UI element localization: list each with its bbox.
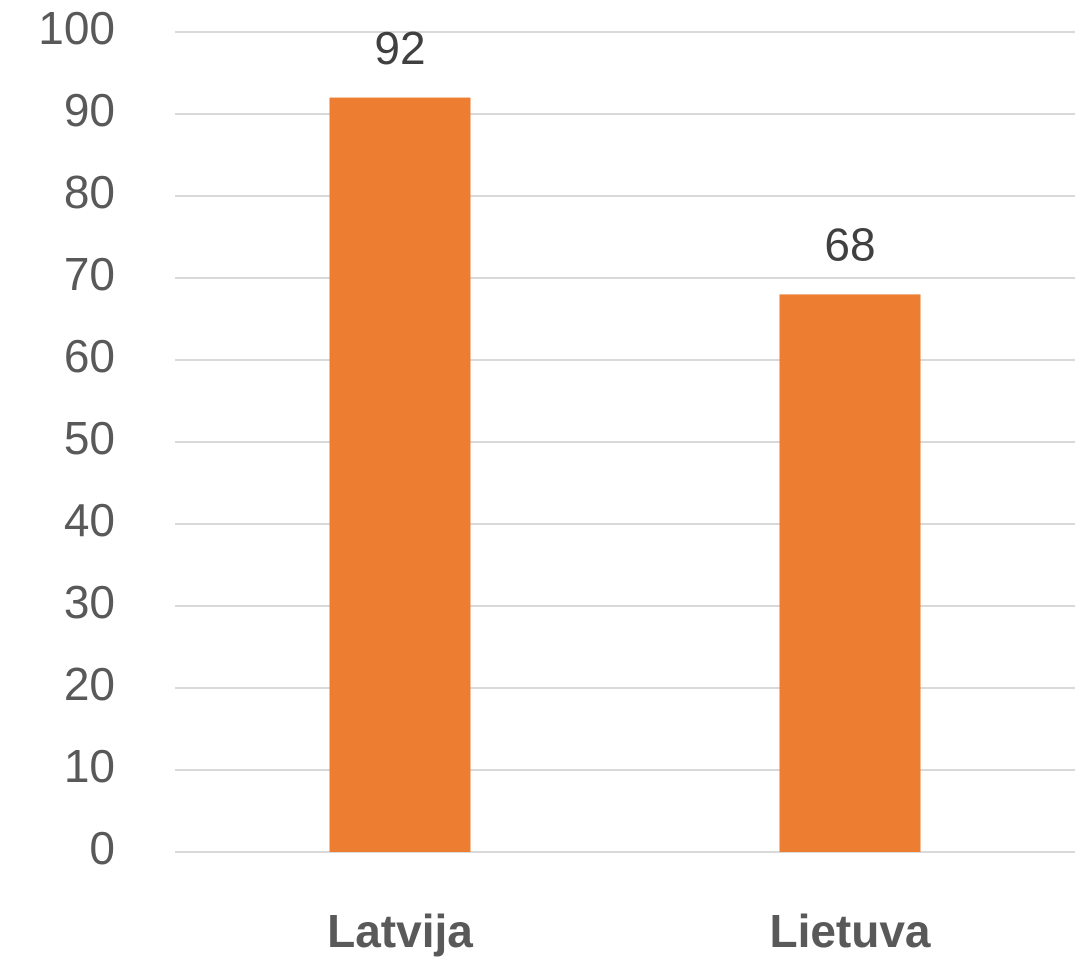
y-tick-label: 10 — [64, 740, 115, 792]
x-tick-label: Lietuva — [769, 905, 930, 957]
bar — [329, 97, 471, 853]
x-tick-label: Latvija — [327, 905, 473, 957]
y-tick-label: 40 — [64, 494, 115, 546]
y-tick-label: 90 — [64, 84, 115, 136]
y-tick-label: 70 — [64, 248, 115, 300]
y-tick-label: 0 — [89, 822, 115, 874]
data-label: 92 — [374, 22, 425, 74]
y-tick-label: 50 — [64, 412, 115, 464]
bar — [779, 294, 921, 852]
y-tick-label: 30 — [64, 576, 115, 628]
y-tick-label: 60 — [64, 330, 115, 382]
y-tick-label: 100 — [38, 2, 115, 54]
y-tick-label: 80 — [64, 166, 115, 218]
y-tick-label: 20 — [64, 658, 115, 710]
data-label: 68 — [824, 219, 875, 271]
